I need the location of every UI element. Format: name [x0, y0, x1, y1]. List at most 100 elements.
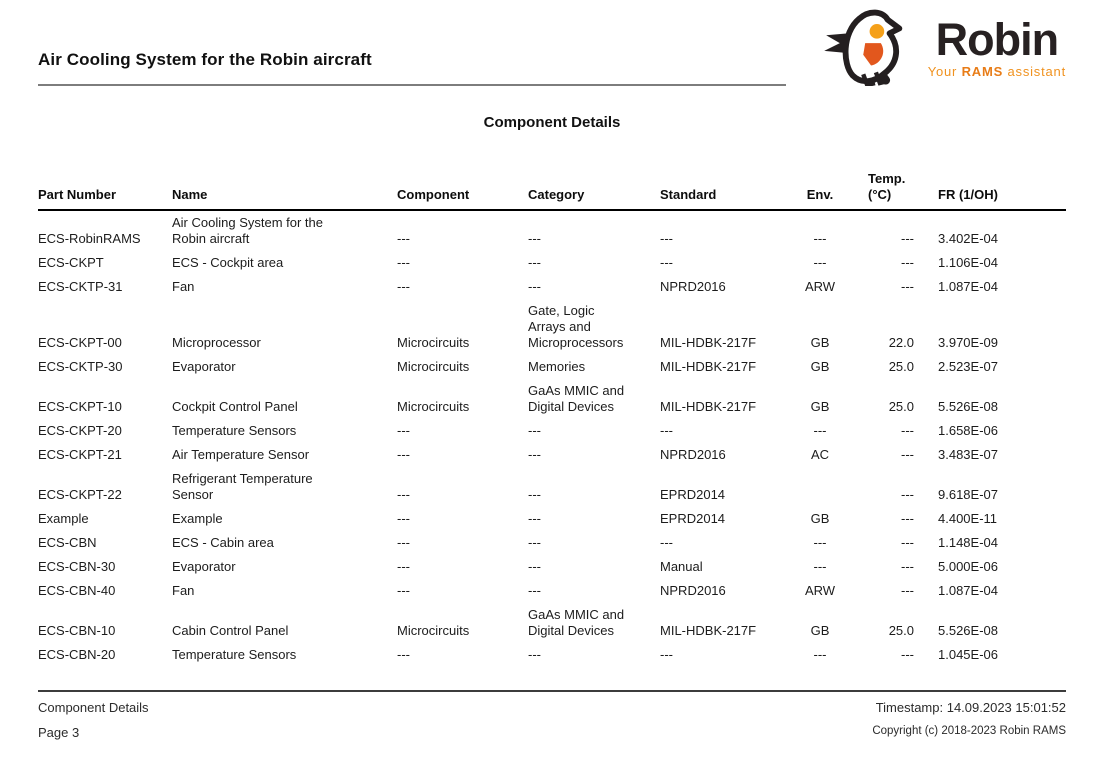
table-cell: --- — [528, 535, 541, 550]
table-cell: --- — [397, 231, 410, 246]
table-cell: ECS-CBN — [38, 535, 97, 550]
table-cell: --- — [660, 231, 673, 246]
footer-right: Timestamp: 14.09.2023 15:01:52 Copyright… — [872, 700, 1066, 737]
table-cell: ECS - Cabin area — [172, 535, 274, 550]
table-row: ECS-CKTP-31 Fan --- --- NPRD2016 ARW --- 1.087E… — [38, 275, 1066, 299]
table-cell: --- — [528, 583, 541, 598]
component-table-body: ECS-RobinRAMS Air Cooling System for the … — [38, 210, 1066, 667]
table-cell: Temperature Sensors — [172, 423, 297, 438]
table-cell: 1.045E-06 — [938, 647, 998, 662]
table-cell: Example — [38, 511, 89, 526]
table-cell: --- — [528, 647, 541, 662]
table-cell: --- — [397, 583, 410, 598]
component-table: Part Number Name Component Category Stan… — [38, 171, 1066, 667]
table-cell: Microcircuits — [397, 359, 470, 374]
section-heading: Component Details — [483, 114, 621, 131]
table-cell: 3.970E-09 — [938, 335, 998, 350]
page-footer: Component Details Page 3 Timestamp: 14.0… — [38, 690, 1066, 740]
table-row: ECS-CKPT-21 Air Temperature Sensor --- --- N… — [38, 443, 1066, 467]
robin-bird-icon — [822, 6, 924, 91]
table-cell: MIL-HDBK-217F — [660, 623, 757, 638]
table-cell: GaAs MMIC and Digital Devices — [528, 383, 625, 414]
table-cell — [790, 467, 858, 507]
table-cell: --- — [397, 647, 410, 662]
table-cell: ARW — [804, 279, 836, 294]
table-cell: 1.087E-04 — [938, 583, 998, 598]
table-cell: MIL-HDBK-217F — [660, 359, 757, 374]
table-cell: --- — [813, 231, 827, 246]
table-row: ECS-CKPT-22 Refrigerant Temperature Senso… — [38, 467, 1066, 507]
column-header-standard: Standard — [660, 171, 790, 211]
table-cell: --- — [901, 447, 914, 462]
table-cell: ECS-CKPT — [38, 255, 104, 270]
table-cell: Microprocessor — [172, 335, 261, 350]
table-cell: --- — [528, 487, 541, 502]
table-cell: 1.087E-04 — [938, 279, 998, 294]
table-cell: NPRD2016 — [660, 279, 726, 294]
table-row: ECS-CBN-20 Temperature Sensors --- --- --- --… — [38, 643, 1066, 667]
table-row: ECS-CKPT ECS - Cockpit area --- --- --- --- --… — [38, 251, 1066, 275]
table-cell: --- — [528, 279, 541, 294]
column-header-category: Category — [528, 171, 660, 211]
table-cell: --- — [397, 255, 410, 270]
table-row: ECS-CBN-10 Cabin Control Panel Microcircui… — [38, 603, 1066, 643]
table-cell: MIL-HDBK-217F — [660, 399, 757, 414]
table-cell: NPRD2016 — [660, 583, 726, 598]
table-cell: ECS-CKPT-22 — [38, 487, 122, 502]
table-cell: GB — [810, 335, 830, 350]
table-cell: 3.402E-04 — [938, 231, 998, 246]
column-header-component: Component — [397, 171, 528, 211]
column-header-env: Env. — [790, 171, 858, 211]
table-cell: --- — [901, 583, 914, 598]
table-cell: 5.526E-08 — [938, 399, 998, 414]
table-cell: EPRD2014 — [660, 487, 726, 502]
table-cell: Air Temperature Sensor — [172, 447, 310, 462]
table-cell: 3.483E-07 — [938, 447, 998, 462]
table-cell: 5.526E-08 — [938, 623, 998, 638]
table-cell: ECS-CKTP-31 — [38, 279, 123, 294]
table-cell: Microcircuits — [397, 623, 470, 638]
table-cell: --- — [397, 535, 410, 550]
table-cell: ECS-CBN-10 — [38, 623, 116, 638]
table-header-row: Part Number Name Component Category Stan… — [38, 171, 1066, 211]
table-cell: --- — [397, 487, 410, 502]
table-row: ECS-CBN-30 Evaporator --- --- Manual --- --- 5.… — [38, 555, 1066, 579]
table-cell: AC — [810, 447, 830, 462]
brand-name: Robin — [935, 14, 1059, 65]
brand-tagline: Your RAMS assistant — [928, 64, 1066, 79]
table-row: ECS-RobinRAMS Air Cooling System for the … — [38, 210, 1066, 251]
table-cell: Refrigerant Temperature Sensor — [172, 471, 313, 502]
table-cell: 25.0 — [888, 359, 914, 374]
table-cell: --- — [813, 423, 827, 438]
table-row: ECS-CKPT-00 Microprocessor Microcircuits Ga… — [38, 299, 1066, 355]
table-cell: --- — [660, 647, 673, 662]
table-cell: Air Cooling System for the Robin aircraf… — [172, 215, 324, 246]
table-cell: Fan — [172, 583, 195, 598]
table-cell: EPRD2014 — [660, 511, 726, 526]
table-cell: ECS-CKPT-10 — [38, 399, 122, 414]
table-cell: 4.400E-11 — [938, 511, 998, 526]
table-cell: --- — [397, 279, 410, 294]
table-cell: 1.106E-04 — [938, 255, 998, 270]
table-cell: NPRD2016 — [660, 447, 726, 462]
table-cell: --- — [660, 255, 673, 270]
table-cell: --- — [901, 487, 914, 502]
column-header-temp: Temp. (°C) — [858, 171, 938, 211]
table-cell: --- — [528, 255, 541, 270]
table-cell: MIL-HDBK-217F — [660, 335, 757, 350]
table-cell: ECS-CKPT-00 — [38, 335, 122, 350]
table-cell: --- — [528, 559, 541, 574]
table-cell: --- — [528, 231, 541, 246]
table-cell: --- — [901, 559, 914, 574]
table-row: ECS-CKPT-10 Cockpit Control Panel Microcir… — [38, 379, 1066, 419]
tagline-suffix: assistant — [1003, 64, 1066, 80]
table-cell: Manual — [660, 559, 703, 574]
table-cell: ECS-CBN-20 — [38, 647, 116, 662]
table-cell: GB — [810, 511, 830, 526]
table-cell: ECS - Cockpit area — [172, 255, 284, 270]
table-cell: Evaporator — [172, 359, 236, 374]
table-cell: 25.0 — [888, 399, 914, 414]
table-cell: ECS-CKPT-21 — [38, 447, 122, 462]
page-title: Air Cooling System for the Robin aircraf… — [38, 50, 786, 86]
table-cell: --- — [813, 559, 827, 574]
